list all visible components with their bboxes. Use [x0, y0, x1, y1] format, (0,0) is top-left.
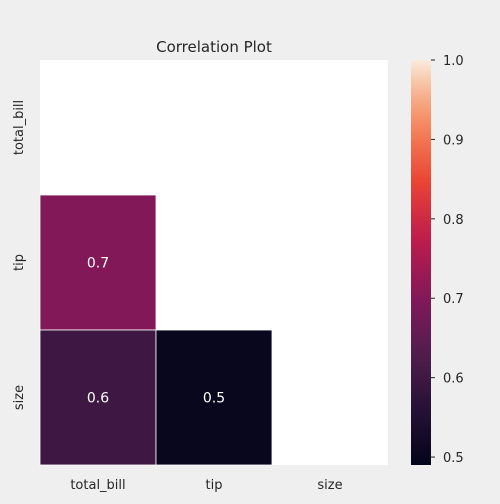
colorbar-tick-label: 1.0 [443, 54, 464, 69]
colorbar-tick-label: 0.5 [443, 451, 464, 466]
heatmap-cell [39, 329, 157, 466]
x-tick-label: total_bill [70, 478, 125, 493]
colorbar-tick-label: 0.9 [443, 133, 464, 148]
x-tick-label: tip [206, 478, 223, 493]
cell-annotation: 0.6 [87, 391, 109, 407]
x-axis-ticks: total_bill tip size [70, 478, 342, 493]
colorbar-tick-label: 0.6 [443, 372, 464, 387]
cell-annotation: 0.5 [203, 391, 225, 407]
heatmap-cell [155, 329, 273, 466]
y-tick-label: size [12, 385, 27, 410]
chart-title: Correlation Plot [156, 38, 272, 56]
colorbar: 0.5 0.6 0.7 0.8 0.9 1.0 [411, 54, 464, 466]
cell-annotation: 0.7 [87, 256, 109, 272]
y-tick-label: tip [12, 254, 27, 271]
colorbar-tick-label: 0.8 [443, 213, 464, 228]
plot-area: 0.7 0.6 0.5 [39, 60, 388, 466]
heatmap-cell [39, 194, 157, 331]
colorbar-tick-label: 0.7 [443, 292, 464, 307]
x-tick-label: size [317, 478, 342, 493]
colorbar-gradient [411, 60, 431, 465]
y-tick-label: total_bill [12, 100, 27, 155]
